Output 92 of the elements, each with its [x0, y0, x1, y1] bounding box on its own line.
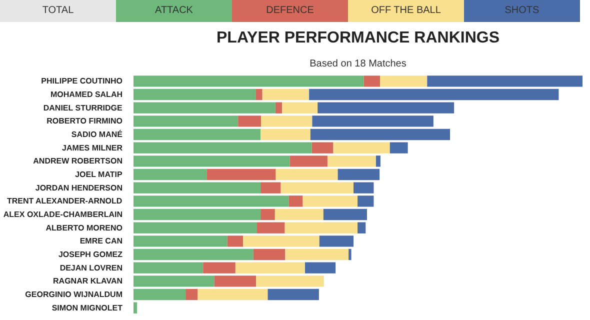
bar — [338, 168, 380, 180]
bar — [268, 288, 319, 300]
bar — [134, 302, 138, 314]
y-tick-label: JOEL MATIP — [75, 170, 124, 179]
bar — [312, 142, 334, 154]
text: TOTAL — [0, 0, 116, 22]
bar — [312, 116, 434, 127]
bar — [310, 128, 450, 140]
bar — [235, 262, 306, 274]
y-tick-label: RAGNAR KLAVAN — [53, 276, 123, 286]
bar — [214, 276, 256, 287]
y-tick-label: EMRE CAN — [80, 236, 123, 246]
bar — [253, 248, 286, 260]
bar — [285, 248, 349, 260]
y-tick-label: SADIO MANÉ — [71, 129, 124, 139]
chart-title: PLAYER PERFORMANCE RANKINGS — [216, 30, 500, 46]
bar — [318, 102, 454, 114]
bar — [243, 236, 320, 247]
bar — [198, 288, 268, 300]
bar — [206, 168, 276, 180]
bar — [358, 222, 366, 234]
bar — [333, 142, 390, 154]
text: OFF THE BALL — [348, 0, 464, 22]
bar — [274, 208, 324, 220]
bar — [319, 236, 354, 247]
bar — [256, 88, 262, 100]
bar — [134, 182, 261, 194]
bar — [134, 128, 261, 140]
bar — [261, 116, 312, 127]
y-tick-label: DEJAN LOVREN — [60, 263, 123, 272]
y-tick-label: GEORGINIO WIJNALDUM — [25, 290, 123, 299]
y-tick-label: DANIEL STURRIDGE — [43, 103, 124, 112]
bar — [227, 236, 244, 247]
bar — [260, 182, 281, 194]
bar — [290, 156, 328, 167]
y-tick-label: TRENT ALEXANDER-ARNOLD — [6, 196, 122, 206]
bar — [134, 102, 276, 114]
bar — [380, 76, 428, 87]
bar — [203, 262, 236, 274]
y-tick-label: ALBERTO MORENO — [46, 223, 123, 232]
bar — [376, 156, 380, 167]
bar — [134, 156, 290, 167]
bar — [309, 88, 559, 100]
bar — [364, 76, 380, 87]
bar — [358, 196, 374, 207]
bar — [262, 88, 310, 100]
bar — [134, 116, 238, 127]
chart-subtitle: Based on 18 Matches — [310, 58, 406, 70]
y-tick-label: ROBERTO FIRMINO — [46, 116, 123, 126]
bar — [275, 102, 282, 114]
bar — [354, 182, 374, 194]
bar — [390, 142, 408, 154]
bar — [280, 182, 354, 194]
bar — [134, 236, 228, 247]
bar — [134, 262, 204, 274]
bar — [134, 248, 254, 260]
bar — [302, 196, 358, 207]
bar — [276, 168, 338, 180]
bar — [134, 208, 261, 220]
bar — [134, 168, 207, 180]
y-tick-label: JOSEPH GOMEZ — [58, 250, 123, 259]
text: DEFENCE — [232, 0, 348, 22]
bar — [288, 196, 303, 207]
bar — [256, 276, 324, 287]
y-tick-label: JAMES MILNER — [62, 143, 123, 152]
bar — [282, 102, 318, 114]
y-tick-label: PHILIPPE COUTINHO — [41, 76, 123, 86]
text: ATTACK — [116, 0, 232, 22]
bar — [256, 222, 285, 234]
bar — [260, 128, 310, 140]
bar — [134, 276, 214, 287]
bar — [134, 222, 257, 234]
bar — [323, 208, 367, 220]
bar — [134, 142, 312, 154]
text: SHOTS — [464, 0, 580, 22]
bar — [134, 288, 186, 300]
y-tick-label: SIMON MIGNOLET — [52, 303, 123, 312]
bar — [427, 76, 582, 87]
bar — [260, 208, 275, 220]
y-tick-label: ANDREW ROBERTSON — [33, 156, 123, 166]
y-tick-label: MOHAMED SALAH — [50, 90, 123, 99]
bar — [284, 222, 358, 234]
bar — [238, 116, 262, 127]
bar — [327, 156, 376, 167]
bar — [305, 262, 336, 274]
bar — [134, 88, 256, 100]
bar — [134, 76, 364, 87]
bar — [186, 288, 198, 300]
bar — [134, 196, 289, 207]
y-tick-label: JORDAN HENDERSON — [35, 183, 123, 192]
y-tick-label: ALEX OXLADE-CHAMBERLAIN — [3, 210, 123, 219]
bar — [348, 248, 352, 260]
